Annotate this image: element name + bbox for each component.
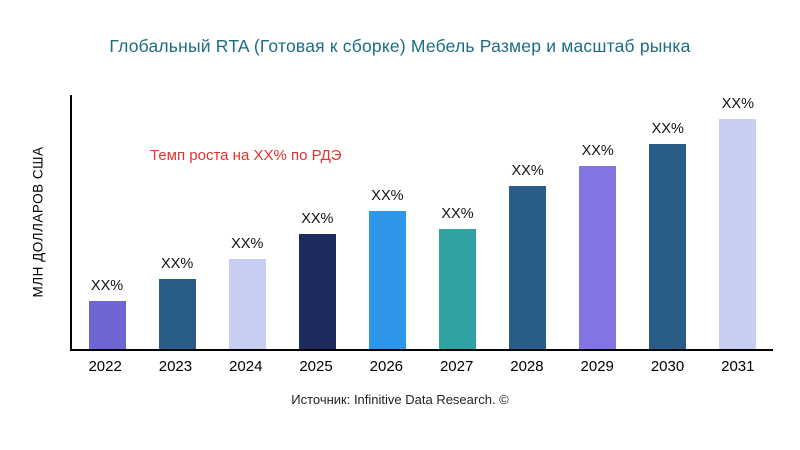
bar-group-2025: XX% — [282, 211, 352, 349]
bar-value-label: XX% — [161, 256, 194, 272]
bar-2028 — [509, 186, 547, 349]
bar-value-label: XX% — [651, 121, 684, 137]
bar-group-2027: XX% — [422, 206, 492, 349]
x-tick-2025: 2025 — [299, 358, 333, 375]
bar-2023 — [158, 279, 196, 349]
x-axis-ticks: 2022 2023 2024 2025 2026 2027 2028 2029 2030 2031 — [70, 358, 773, 375]
bar-group-2031: XX% — [703, 96, 773, 349]
bar-2029 — [579, 166, 617, 349]
bar-2027 — [439, 229, 477, 349]
bar-value-label: XX% — [231, 236, 264, 252]
bar-value-label: XX% — [441, 206, 474, 222]
bar-group-2023: XX% — [142, 256, 212, 349]
x-tick-2024: 2024 — [229, 358, 263, 375]
bar-2031 — [719, 119, 757, 349]
x-tick-2022: 2022 — [88, 358, 122, 375]
bar-2025 — [298, 234, 336, 349]
y-axis-label: МЛН ДОЛЛАРОВ США — [30, 146, 46, 298]
x-tick-2027: 2027 — [439, 358, 474, 375]
growth-rate-annotation: Темп роста на XX% по РДЭ — [150, 147, 342, 164]
bar-group-2026: XX% — [352, 188, 422, 349]
x-tick-2029: 2029 — [580, 358, 614, 375]
bar-2024 — [228, 259, 266, 349]
chart-title: Глобальный RTA (Готовая к сборке) Мебель… — [109, 36, 691, 56]
bar-group-2022: XX% — [72, 278, 142, 349]
bar-2030 — [649, 144, 687, 349]
plot-area: XX% XX% XX% XX% XX% XX% XX% XX% XX% XX% — [70, 95, 773, 351]
bar-series: XX% XX% XX% XX% XX% XX% XX% XX% XX% XX% — [72, 95, 773, 349]
bar-value-label: XX% — [301, 211, 334, 227]
bar-group-2030: XX% — [633, 121, 703, 349]
x-tick-2023: 2023 — [158, 358, 193, 375]
bar-group-2028: XX% — [493, 163, 563, 349]
bar-value-label: XX% — [581, 143, 614, 159]
bar-2022 — [88, 301, 126, 349]
x-tick-2026: 2026 — [369, 358, 404, 375]
x-tick-2030: 2030 — [650, 358, 685, 375]
bar-group-2024: XX% — [212, 236, 282, 349]
bar-group-2029: XX% — [563, 143, 633, 349]
x-tick-2028: 2028 — [510, 358, 544, 375]
x-tick-2031: 2031 — [721, 358, 755, 375]
bar-value-label: XX% — [721, 96, 755, 112]
bar-value-label: XX% — [371, 188, 404, 204]
bar-value-label: XX% — [511, 163, 544, 179]
source-text: Источник: Infinitive Data Research. © — [291, 392, 509, 407]
bar-value-label: XX% — [90, 278, 124, 294]
bar-2026 — [368, 211, 406, 349]
